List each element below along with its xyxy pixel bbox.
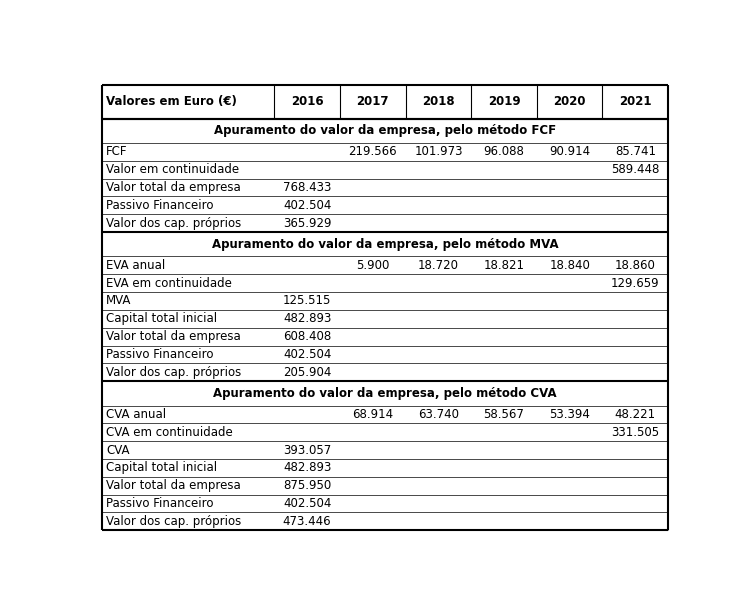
Text: 482.893: 482.893 xyxy=(283,462,331,474)
Text: MVA: MVA xyxy=(106,295,132,308)
Text: CVA anual: CVA anual xyxy=(106,408,166,421)
Text: 402.504: 402.504 xyxy=(283,348,331,361)
Text: Capital total inicial: Capital total inicial xyxy=(106,312,217,325)
Text: 2018: 2018 xyxy=(422,95,455,108)
Text: 5.900: 5.900 xyxy=(356,259,389,272)
Text: 219.566: 219.566 xyxy=(349,146,397,158)
Text: Apuramento do valor da empresa, pelo método FCF: Apuramento do valor da empresa, pelo mét… xyxy=(214,124,556,137)
Text: EVA em continuidade: EVA em continuidade xyxy=(106,276,232,290)
Text: 63.740: 63.740 xyxy=(418,408,459,421)
Text: Passivo Financeiro: Passivo Financeiro xyxy=(106,199,214,212)
Text: Valor em continuidade: Valor em continuidade xyxy=(106,163,240,176)
Text: 68.914: 68.914 xyxy=(352,408,393,421)
Text: Passivo Financeiro: Passivo Financeiro xyxy=(106,348,214,361)
Text: 18.821: 18.821 xyxy=(484,259,525,272)
Text: Valor dos cap. próprios: Valor dos cap. próprios xyxy=(106,366,241,379)
Text: FCF: FCF xyxy=(106,146,128,158)
Text: Valor dos cap. próprios: Valor dos cap. próprios xyxy=(106,217,241,230)
Text: EVA anual: EVA anual xyxy=(106,259,166,272)
Text: 2020: 2020 xyxy=(553,95,586,108)
Text: Apuramento do valor da empresa, pelo método MVA: Apuramento do valor da empresa, pelo mét… xyxy=(212,238,558,251)
Text: 331.505: 331.505 xyxy=(611,426,659,438)
Text: CVA em continuidade: CVA em continuidade xyxy=(106,426,233,438)
Text: Passivo Financeiro: Passivo Financeiro xyxy=(106,497,214,510)
Text: 90.914: 90.914 xyxy=(549,146,590,158)
Text: 589.448: 589.448 xyxy=(611,163,659,176)
Text: CVA: CVA xyxy=(106,443,130,457)
Text: 473.446: 473.446 xyxy=(283,515,331,528)
Text: 53.394: 53.394 xyxy=(549,408,590,421)
Text: 2021: 2021 xyxy=(619,95,652,108)
Text: 608.408: 608.408 xyxy=(283,330,331,343)
Text: 125.515: 125.515 xyxy=(283,295,331,308)
Text: 402.504: 402.504 xyxy=(283,199,331,212)
Text: 48.221: 48.221 xyxy=(615,408,656,421)
Text: 18.860: 18.860 xyxy=(615,259,655,272)
Text: 365.929: 365.929 xyxy=(283,217,331,230)
Text: 2016: 2016 xyxy=(291,95,324,108)
Text: Valor total da empresa: Valor total da empresa xyxy=(106,479,241,492)
Text: 393.057: 393.057 xyxy=(283,443,331,457)
Text: Valor total da empresa: Valor total da empresa xyxy=(106,330,241,343)
Text: 18.720: 18.720 xyxy=(418,259,459,272)
Text: Valor dos cap. próprios: Valor dos cap. próprios xyxy=(106,515,241,528)
Text: 18.840: 18.840 xyxy=(549,259,590,272)
Text: 2017: 2017 xyxy=(357,95,389,108)
Text: 2019: 2019 xyxy=(488,95,520,108)
Text: Valor total da empresa: Valor total da empresa xyxy=(106,181,241,194)
Text: 129.659: 129.659 xyxy=(611,276,659,290)
Text: 58.567: 58.567 xyxy=(484,408,525,421)
Text: 101.973: 101.973 xyxy=(414,146,463,158)
Text: 85.741: 85.741 xyxy=(615,146,655,158)
Text: 875.950: 875.950 xyxy=(283,479,331,492)
Text: 205.904: 205.904 xyxy=(283,366,331,379)
Text: 96.088: 96.088 xyxy=(484,146,525,158)
Text: Valores em Euro (€): Valores em Euro (€) xyxy=(106,95,237,108)
Text: 482.893: 482.893 xyxy=(283,312,331,325)
Text: Capital total inicial: Capital total inicial xyxy=(106,462,217,474)
Text: 768.433: 768.433 xyxy=(283,181,331,194)
Text: Apuramento do valor da empresa, pelo método CVA: Apuramento do valor da empresa, pelo mét… xyxy=(213,387,556,400)
Text: 402.504: 402.504 xyxy=(283,497,331,510)
